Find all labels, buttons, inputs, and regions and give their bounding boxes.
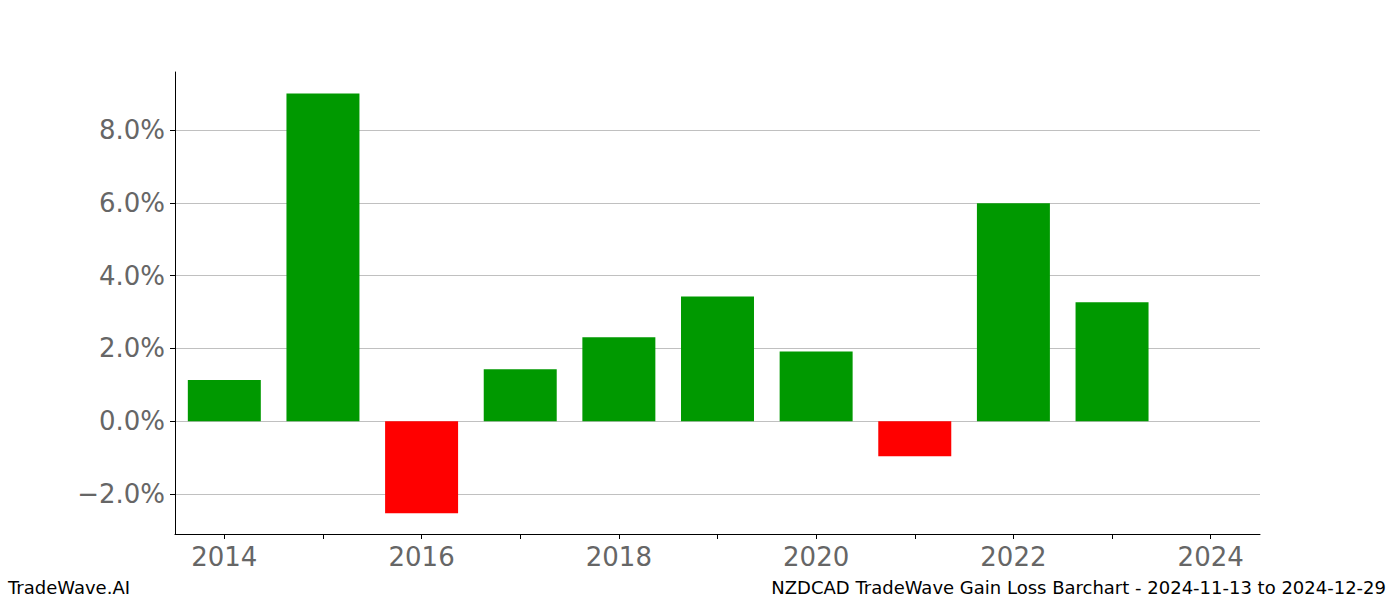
svg-text:2014: 2014 <box>191 542 257 572</box>
svg-text:4.0%: 4.0% <box>99 261 165 291</box>
svg-text:6.0%: 6.0% <box>99 188 165 218</box>
svg-text:−2.0%: −2.0% <box>77 479 165 509</box>
svg-text:NZDCAD TradeWave Gain Loss Bar: NZDCAD TradeWave Gain Loss Barchart - 20… <box>771 577 1386 598</box>
svg-text:TradeWave.AI: TradeWave.AI <box>7 577 130 598</box>
svg-text:2022: 2022 <box>980 542 1046 572</box>
svg-text:2018: 2018 <box>586 542 652 572</box>
svg-text:2020: 2020 <box>783 542 849 572</box>
svg-text:2024: 2024 <box>1178 542 1244 572</box>
svg-text:8.0%: 8.0% <box>99 115 165 145</box>
svg-text:2016: 2016 <box>389 542 455 572</box>
svg-text:2.0%: 2.0% <box>99 333 165 363</box>
svg-text:0.0%: 0.0% <box>99 406 165 436</box>
